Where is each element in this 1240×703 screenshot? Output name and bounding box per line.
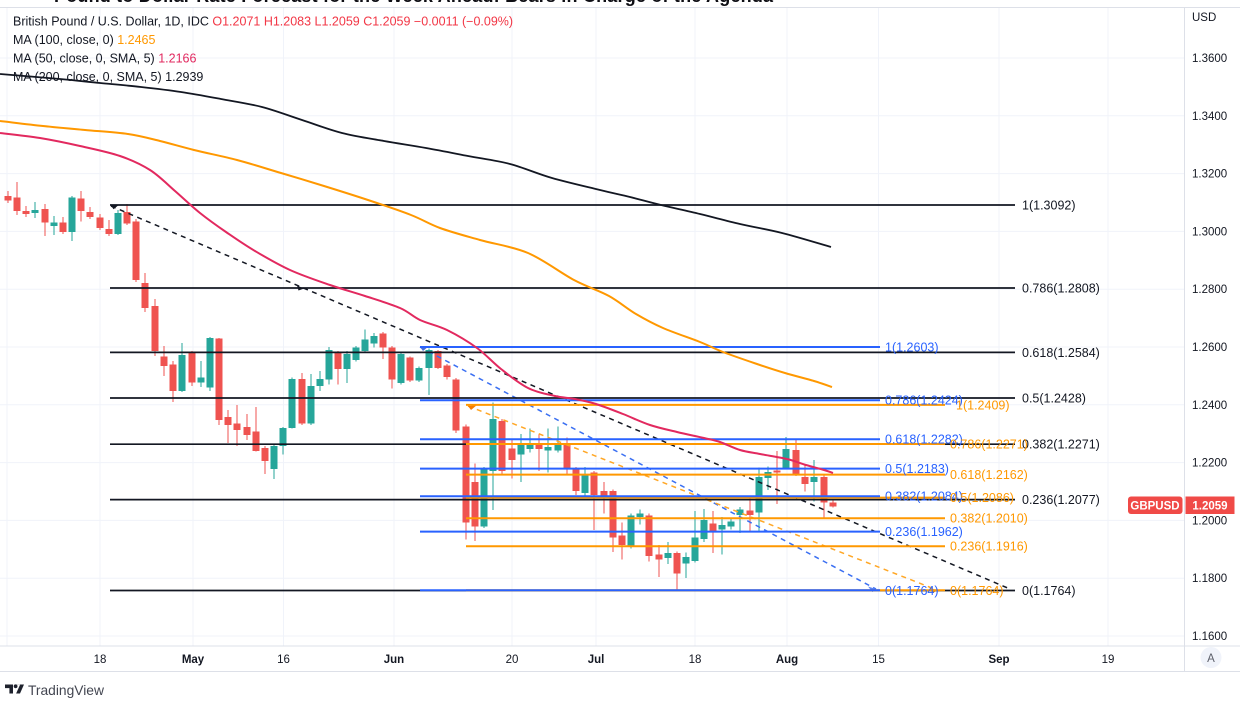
svg-text:MA (50, close, 0, SMA, 5) 1.2: MA (50, close, 0, SMA, 5) 1.2166 — [13, 52, 196, 66]
svg-text:1(1.2409): 1(1.2409) — [956, 398, 1010, 412]
svg-text:0.618(1.2282): 0.618(1.2282) — [885, 433, 963, 447]
svg-text:1.2200: 1.2200 — [1192, 458, 1227, 470]
svg-text:TradingView: TradingView — [28, 683, 104, 698]
svg-text:20: 20 — [506, 654, 519, 666]
svg-text:0.236(1.1962): 0.236(1.1962) — [885, 525, 963, 539]
svg-text:1.3200: 1.3200 — [1192, 169, 1227, 181]
svg-text:GBPUSD: GBPUSD — [1130, 501, 1179, 513]
svg-text:1.2800: 1.2800 — [1192, 284, 1227, 296]
svg-text:Jun: Jun — [384, 654, 404, 666]
svg-text:0.236(1.2077): 0.236(1.2077) — [1022, 493, 1100, 507]
svg-text:1.2400: 1.2400 — [1192, 400, 1227, 412]
svg-text:0(1.1764): 0(1.1764) — [885, 584, 939, 598]
svg-text:A: A — [1207, 653, 1215, 665]
svg-text:1.3400: 1.3400 — [1192, 111, 1227, 123]
svg-text:19: 19 — [1102, 654, 1115, 666]
svg-text:1(1.3092): 1(1.3092) — [1022, 199, 1076, 213]
svg-text:15: 15 — [872, 654, 885, 666]
svg-text:0(1.1764): 0(1.1764) — [1022, 584, 1076, 598]
svg-text:British Pound / U.S. Dollar, 1: British Pound / U.S. Dollar, 1D, IDC O1.… — [13, 15, 513, 29]
svg-text:1.3600: 1.3600 — [1192, 53, 1227, 65]
svg-text:1.1800: 1.1800 — [1192, 573, 1227, 585]
svg-text:0.382(1.2010): 0.382(1.2010) — [950, 512, 1028, 526]
svg-text:0(1.1764): 0(1.1764) — [950, 584, 1004, 598]
svg-text:1.2600: 1.2600 — [1192, 342, 1227, 354]
svg-text:Aug: Aug — [776, 654, 798, 666]
svg-text:USD: USD — [1192, 12, 1216, 24]
svg-text:1(1.2603): 1(1.2603) — [885, 341, 939, 355]
svg-text:0.236(1.1916): 0.236(1.1916) — [950, 540, 1028, 554]
svg-text:1.2059: 1.2059 — [1192, 501, 1227, 513]
svg-text:0.5(1.2086): 0.5(1.2086) — [950, 491, 1014, 505]
svg-text:1.3000: 1.3000 — [1192, 226, 1227, 238]
svg-text:0.618(1.2162): 0.618(1.2162) — [950, 468, 1028, 482]
svg-text:0.382(1.2084): 0.382(1.2084) — [885, 490, 963, 504]
svg-text:0.618(1.2584): 0.618(1.2584) — [1022, 346, 1100, 360]
svg-text:18: 18 — [689, 654, 702, 666]
svg-text:18: 18 — [94, 654, 107, 666]
svg-text:16: 16 — [277, 654, 290, 666]
svg-text:MA (200, close, 0, SMA, 5) 1.: MA (200, close, 0, SMA, 5) 1.2939 — [13, 70, 203, 84]
svg-text:0.5(1.2428): 0.5(1.2428) — [1022, 392, 1086, 406]
svg-text:1.1600: 1.1600 — [1192, 631, 1227, 643]
svg-text:0.382(1.2271): 0.382(1.2271) — [1022, 438, 1100, 452]
svg-text:Jul: Jul — [588, 654, 605, 666]
svg-text:0.786(1.2808): 0.786(1.2808) — [1022, 282, 1100, 296]
svg-text:1.2000: 1.2000 — [1192, 515, 1227, 527]
svg-text:May: May — [182, 654, 205, 666]
svg-text:Sep: Sep — [988, 654, 1009, 666]
svg-text:0.786(1.2424): 0.786(1.2424) — [885, 394, 963, 408]
svg-text:0.786(1.2271): 0.786(1.2271) — [950, 438, 1028, 452]
svg-text:MA (100, close, 0) 1.2465: MA (100, close, 0) 1.2465 — [13, 33, 155, 47]
svg-text:0.5(1.2183): 0.5(1.2183) — [885, 462, 949, 476]
